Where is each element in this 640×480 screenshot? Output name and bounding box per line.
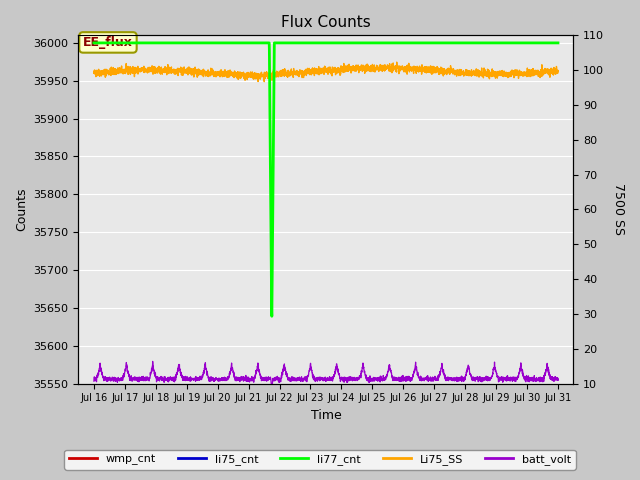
X-axis label: Time: Time: [310, 409, 341, 422]
Legend: wmp_cnt, li75_cnt, li77_cnt, Li75_SS, batt_volt: wmp_cnt, li75_cnt, li77_cnt, Li75_SS, ba…: [65, 450, 575, 469]
Y-axis label: Counts: Counts: [15, 188, 28, 231]
Text: EE_flux: EE_flux: [83, 36, 133, 49]
Title: Flux Counts: Flux Counts: [281, 15, 371, 30]
Y-axis label: 7500 SS: 7500 SS: [612, 183, 625, 235]
